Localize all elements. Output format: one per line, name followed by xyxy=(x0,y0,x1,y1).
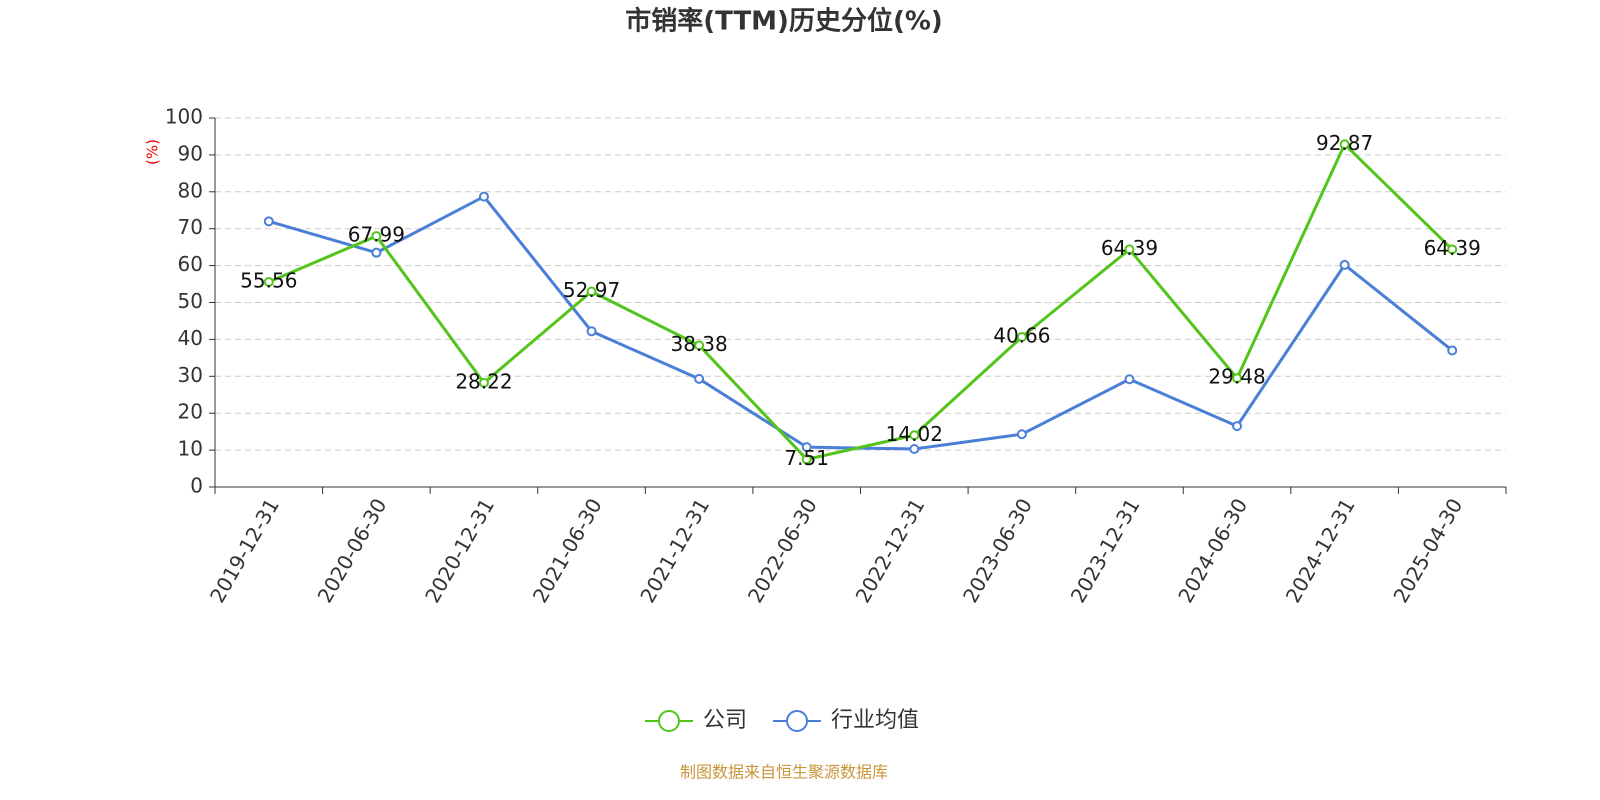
source-note: 制图数据来自恒生聚源数据库 xyxy=(680,763,888,782)
data-label: 14.02 xyxy=(886,422,943,446)
x-tick-label: 2024-12-31 xyxy=(1281,494,1360,607)
x-tick-label: 2019-12-31 xyxy=(205,494,284,607)
y-tick-label: 50 xyxy=(178,289,203,313)
x-tick-label: 2020-06-30 xyxy=(313,494,392,607)
data-point xyxy=(1232,421,1243,432)
x-tick-label: 2021-12-31 xyxy=(635,494,714,607)
y-tick-label: 30 xyxy=(178,363,203,387)
legend-marker xyxy=(658,710,680,732)
data-label: 52.97 xyxy=(563,278,620,302)
data-label: 55.56 xyxy=(240,268,297,292)
legend: 公司 行业均值 xyxy=(645,708,919,733)
data-point xyxy=(1124,244,1135,255)
series-line xyxy=(268,194,1454,451)
data-label: 7.51 xyxy=(784,446,829,470)
data-point xyxy=(1016,331,1027,342)
data-point xyxy=(586,326,597,337)
data-point xyxy=(1124,374,1135,385)
y-tick-label: 0 xyxy=(190,474,203,498)
data-point xyxy=(1339,259,1350,270)
y-axis-label: (%) xyxy=(144,139,162,165)
data-point xyxy=(909,430,920,441)
x-tick-label: 2020-12-31 xyxy=(420,494,499,607)
y-tick-label: 70 xyxy=(178,215,203,239)
data-point xyxy=(909,443,920,454)
legend-label: 行业均值 xyxy=(831,708,919,733)
data-label: 38.38 xyxy=(670,332,727,356)
data-point xyxy=(478,191,489,202)
chart-title: 市销率(TTM)历史分位(%) xyxy=(625,6,943,37)
data-label: 67.99 xyxy=(348,223,405,247)
y-tick-label: 60 xyxy=(178,252,203,276)
y-tick-label: 90 xyxy=(178,141,203,165)
data-point xyxy=(371,231,382,242)
data-point xyxy=(1339,139,1350,150)
data-label: 64.39 xyxy=(1101,236,1158,260)
data-point xyxy=(371,247,382,258)
series-line xyxy=(268,141,1454,461)
data-point xyxy=(263,216,274,227)
y-tick-label: 20 xyxy=(178,400,203,424)
data-point xyxy=(1447,345,1458,356)
data-label: 29.48 xyxy=(1208,365,1265,389)
x-tick-label: 2023-06-30 xyxy=(958,494,1037,607)
data-point xyxy=(1232,373,1243,384)
x-tick-label: 2022-06-30 xyxy=(743,494,822,607)
y-tick-label: 40 xyxy=(178,326,203,350)
x-tick-label: 2024-06-30 xyxy=(1173,494,1252,607)
data-label: 92.87 xyxy=(1316,131,1373,155)
data-point xyxy=(478,377,489,388)
y-tick-label: 10 xyxy=(178,437,203,461)
data-label: 40.66 xyxy=(993,323,1050,347)
y-tick-label: 80 xyxy=(178,178,203,202)
x-tick-label: 2021-06-30 xyxy=(528,494,607,607)
data-point xyxy=(586,286,597,297)
x-tick-label: 2023-12-31 xyxy=(1066,494,1145,607)
legend-label: 公司 xyxy=(703,708,747,733)
data-point xyxy=(694,340,705,351)
data-label: 64.39 xyxy=(1424,236,1481,260)
data-point xyxy=(694,373,705,384)
x-tick-label: 2022-12-31 xyxy=(850,494,929,607)
data-label: 28.22 xyxy=(455,369,512,393)
data-point xyxy=(1447,244,1458,255)
data-point xyxy=(801,454,812,465)
data-point xyxy=(801,442,812,453)
legend-marker xyxy=(786,710,809,732)
data-point xyxy=(263,276,274,287)
y-tick-label: 100 xyxy=(165,105,203,129)
data-point xyxy=(1016,429,1027,440)
x-tick-label: 2025-04-30 xyxy=(1388,494,1467,607)
